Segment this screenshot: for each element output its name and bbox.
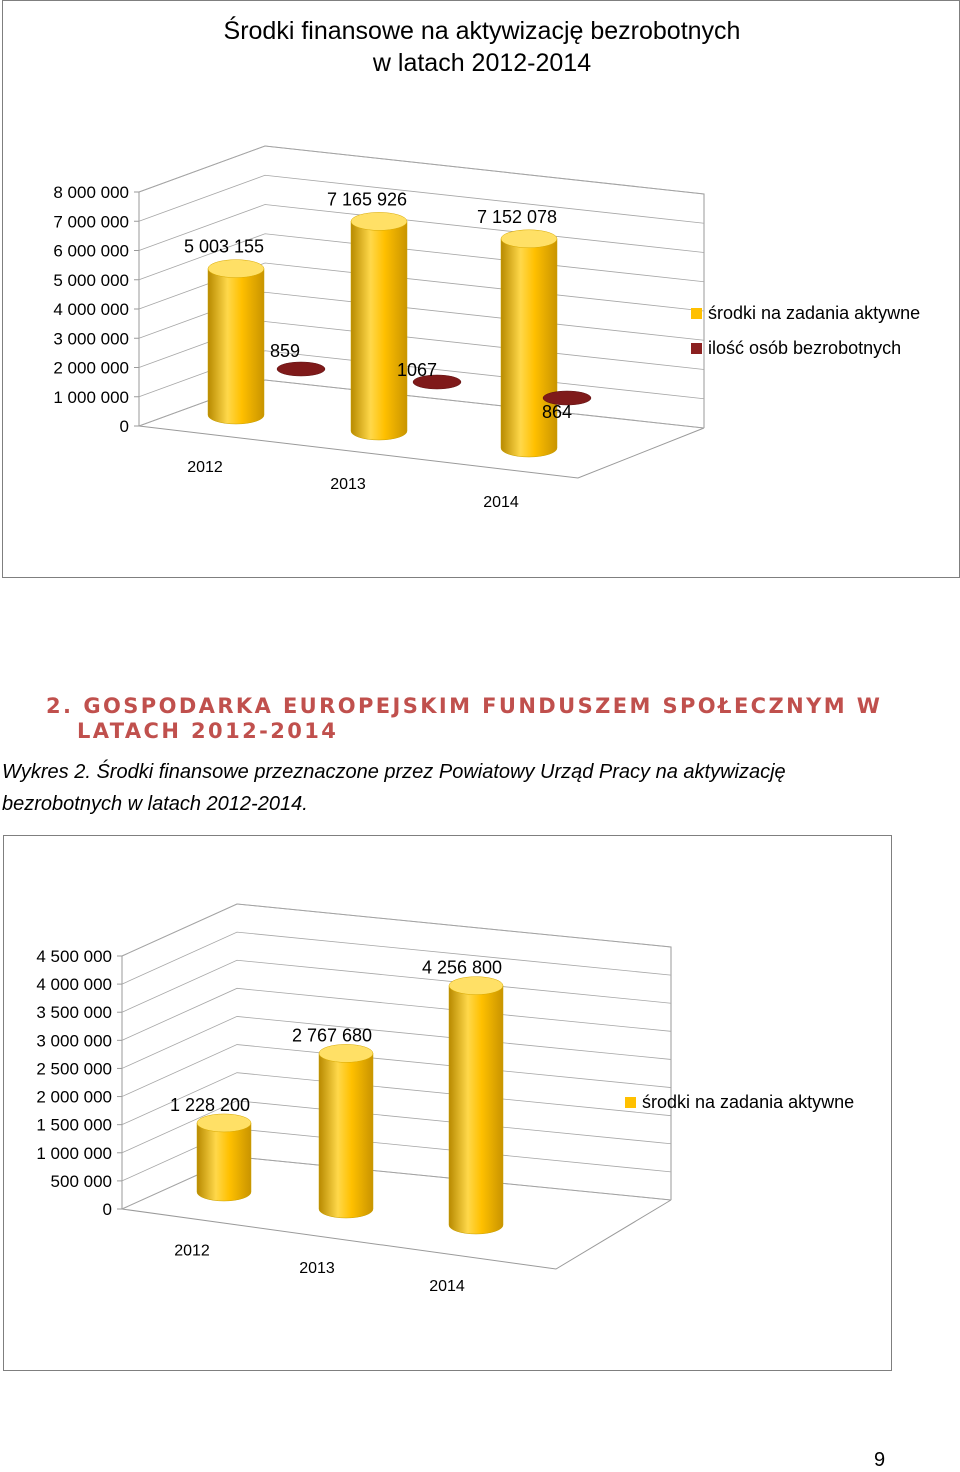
y-tick-label: 2 000 000 — [53, 359, 129, 378]
y-tick-label: 3 000 000 — [53, 329, 129, 348]
chart-1-legend-item-unemployed: ilość osób bezrobotnych — [691, 338, 901, 359]
gridline — [121, 959, 672, 1013]
x-tick-label: 2012 — [187, 459, 223, 476]
data-label: 1067 — [397, 360, 437, 380]
gridline — [138, 379, 705, 429]
section-heading: 2. GOSPODARKA EUROPEJSKIM FUNDUSZEM SPOŁE… — [46, 694, 906, 744]
bar-body — [207, 268, 265, 425]
x-tick-label: 2012 — [174, 1243, 210, 1260]
data-label: 864 — [542, 402, 572, 422]
gridline — [121, 903, 672, 957]
chart-2-frame: 0 500 000 1 000 000 1 500 000 2 000 000 2 500… — [3, 835, 892, 1371]
disc-2013 — [412, 374, 462, 390]
y-tick-label: 8 000 000 — [53, 183, 129, 202]
x-tick-label: 2014 — [483, 494, 519, 511]
chart-1-title: Środki finansowe na aktywizację bezrobot… — [3, 15, 960, 79]
y-tick-label: 3 500 000 — [36, 1003, 112, 1022]
gridline — [138, 204, 705, 253]
chart-2-legend-item-funds: środki na zadania aktywne — [625, 1092, 854, 1113]
data-label: 859 — [270, 341, 300, 361]
y-tick-label: 3 000 000 — [36, 1031, 112, 1050]
section-heading-line1: GOSPODARKA EUROPEJSKIM FUNDUSZEM SPOŁECZ… — [83, 694, 883, 718]
bar-2014 — [448, 976, 504, 1235]
bar-body — [500, 238, 558, 458]
x-tick-label: 2014 — [429, 1278, 465, 1295]
gridline — [138, 291, 705, 341]
data-label: 7 152 078 — [477, 207, 557, 227]
bar-body — [350, 221, 408, 441]
data-label: 1 228 200 — [170, 1095, 250, 1115]
page-number: 9 — [874, 1449, 886, 1471]
y-tick-label: 0 — [103, 1200, 112, 1219]
bar-2012 — [196, 1113, 252, 1202]
y-tick-label: 0 — [120, 417, 129, 436]
gridline — [121, 931, 672, 985]
y-tick-label: 4 000 000 — [53, 300, 129, 319]
y-tick-label: 2 000 000 — [36, 1088, 112, 1107]
gridline — [138, 145, 705, 195]
gridline — [138, 233, 705, 283]
data-label: 5 003 155 — [184, 237, 264, 257]
chart-1-title-line2: w latach 2012-2014 — [372, 49, 592, 77]
figure-caption-line2: bezrobotnych w latach 2012-2014. — [2, 793, 308, 815]
figure-caption: Wykres 2. Środki finansowe przeznaczone … — [2, 756, 902, 820]
bar-2013 — [318, 1044, 374, 1219]
data-label: 2 767 680 — [292, 1025, 372, 1045]
bar-top — [318, 1044, 374, 1063]
gridline — [138, 174, 705, 224]
bar-top — [500, 229, 558, 249]
bar-top — [207, 259, 265, 278]
floor-front-edge — [121, 1199, 672, 1270]
gridline — [121, 987, 672, 1041]
chart-2-legend-label-funds: środki na zadania aktywne — [642, 1092, 855, 1112]
y-tick-label: 2 500 000 — [36, 1059, 112, 1078]
y-tick-label: 4 000 000 — [36, 975, 112, 994]
bar-top — [196, 1113, 252, 1133]
bar-2014 — [500, 229, 558, 458]
legend-swatch-unemployed — [691, 343, 702, 354]
chart-2-plot: 0 500 000 1 000 000 1 500 000 2 000 000 2 500… — [36, 903, 672, 1295]
bar-top — [448, 976, 504, 995]
gridline — [121, 1072, 672, 1126]
chart-1-legend-label-funds: środki na zadania aktywne — [708, 303, 921, 323]
figure-caption-line1: Wykres 2. Środki finansowe przeznaczone … — [2, 761, 786, 783]
section-heading-line2: LATACH 2012-2014 — [77, 719, 339, 743]
gridline — [138, 350, 705, 400]
gridline — [121, 1100, 672, 1154]
bar-2012 — [207, 259, 265, 425]
gridline — [121, 1016, 672, 1069]
data-label: 7 165 926 — [327, 189, 407, 209]
section-number: 2. — [46, 694, 74, 718]
bar-top — [350, 212, 408, 231]
bar-body — [448, 985, 504, 1235]
data-label: 4 256 800 — [422, 958, 502, 978]
y-tick-label: 4 500 000 — [36, 947, 112, 966]
y-tick-label: 6 000 000 — [53, 242, 129, 261]
gridline — [138, 321, 705, 370]
x-tick-label: 2013 — [330, 476, 366, 493]
disc-2014 — [542, 390, 592, 406]
bar-2013 — [350, 212, 408, 441]
x-tick-label: 2013 — [299, 1260, 335, 1277]
bar-body — [318, 1053, 374, 1219]
y-tick-label: 1 000 000 — [36, 1144, 112, 1163]
y-tick-label: 7 000 000 — [53, 212, 129, 231]
floor-front-edge — [138, 425, 705, 479]
bar-body — [196, 1122, 252, 1202]
chart-1-plot: 0 1 000 000 2 000 000 3 000 000 4 000 000 5 0… — [53, 145, 705, 511]
chart-1-legend-item-funds: środki na zadania aktywne — [691, 303, 920, 324]
legend-swatch-funds-2 — [625, 1097, 636, 1108]
y-tick-label: 5 000 000 — [53, 271, 129, 290]
gridline — [138, 262, 705, 312]
disc-2012 — [276, 361, 326, 377]
chart-1-legend-label-unemployed: ilość osób bezrobotnych — [708, 338, 902, 358]
y-tick-label: 1 000 000 — [53, 388, 129, 407]
chart-1-title-line1: Środki finansowe na aktywizację bezrobot… — [223, 17, 741, 45]
y-tick-label: 1 500 000 — [36, 1116, 112, 1135]
legend-swatch-funds — [691, 308, 702, 319]
gridline — [121, 1044, 672, 1097]
y-tick-label: 500 000 — [51, 1172, 112, 1191]
chart-1-frame: Środki finansowe na aktywizację bezrobot… — [2, 0, 960, 578]
